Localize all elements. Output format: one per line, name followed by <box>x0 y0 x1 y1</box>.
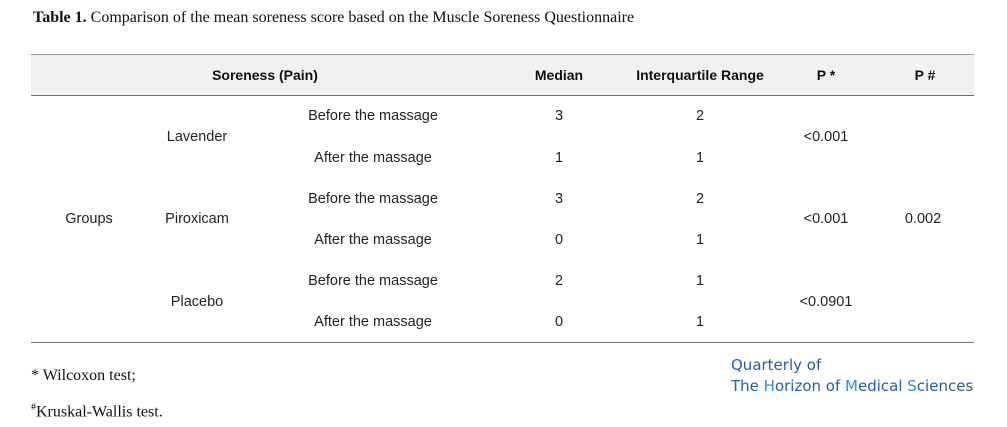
table-row-phase: Before the massage <box>308 273 438 289</box>
footnote-kruskal-text: Kruskal-Wallis test. <box>36 403 163 421</box>
table-row-iqr: 1 <box>695 232 705 248</box>
group-p-piroxicam: <0.001 <box>803 211 849 227</box>
table-row-median: 2 <box>554 273 564 289</box>
logo-letter-s: S <box>907 377 917 395</box>
logo-text: orizon of <box>774 377 846 395</box>
table-caption-text: Comparison of the mean soreness score ba… <box>90 9 635 26</box>
logo-letter-m: M <box>845 377 858 395</box>
table-row-iqr: 1 <box>695 273 705 289</box>
table-bottom-rule <box>31 342 974 343</box>
logo-text: The <box>731 377 764 395</box>
footnote-kruskal-mark: # <box>31 402 36 413</box>
journal-logo-line2: The Horizon of Medical Sciences <box>731 376 973 397</box>
table-row-phase: After the massage <box>314 314 432 330</box>
table-top-rule <box>31 54 974 55</box>
footnote-wilcoxon-mark: * <box>31 367 39 384</box>
table-row-median: 0 <box>554 314 564 330</box>
table-row-phase: After the massage <box>314 232 432 248</box>
header-p-kruskal: P # <box>914 67 936 83</box>
logo-letter-h: H <box>763 377 775 395</box>
table-caption-label: Table 1. <box>33 9 87 26</box>
table-row-median: 3 <box>554 191 564 207</box>
table-header-row <box>31 55 974 95</box>
groups-label: Groups <box>65 211 113 227</box>
journal-logo-line1: Quarterly of <box>731 356 822 374</box>
logo-text: ciences <box>916 377 974 395</box>
group-name-placebo: Placebo <box>170 294 224 310</box>
footnote-kruskal: #Kruskal-Wallis test. <box>31 402 163 421</box>
table-row-phase: Before the massage <box>308 108 438 124</box>
table-header-rule <box>31 95 974 96</box>
group-p-lavender: <0.001 <box>803 129 849 145</box>
results-table: Soreness (Pain) Median Interquartile Ran… <box>31 54 974 343</box>
overall-p-value: 0.002 <box>904 211 942 227</box>
table-row-median: 3 <box>554 108 564 124</box>
group-name-lavender: Lavender <box>166 129 228 145</box>
footnote-wilcoxon-text: Wilcoxon test; <box>42 367 136 384</box>
table-row-iqr: 1 <box>695 314 705 330</box>
table-caption: Table 1. Comparison of the mean soreness… <box>33 9 634 27</box>
table-row-median: 1 <box>554 150 564 166</box>
group-name-piroxicam: Piroxicam <box>165 211 229 227</box>
table-row-iqr: 2 <box>695 108 705 124</box>
table-row-iqr: 2 <box>695 191 705 207</box>
header-p-wilcoxon: P * <box>816 67 836 83</box>
table-row-iqr: 1 <box>695 150 705 166</box>
header-median: Median <box>534 67 584 83</box>
table-row-phase: Before the massage <box>308 191 438 207</box>
header-soreness: Soreness (Pain) <box>212 67 318 83</box>
journal-logo: Quarterly of The Horizon of Medical Scie… <box>731 355 973 397</box>
header-iqr: Interquartile Range <box>636 67 764 83</box>
table-row-phase: After the massage <box>314 150 432 166</box>
footnote-wilcoxon: * Wilcoxon test; <box>31 367 136 385</box>
group-p-placebo: <0.0901 <box>799 294 853 310</box>
logo-text: edical <box>857 377 908 395</box>
table-row-median: 0 <box>554 232 564 248</box>
